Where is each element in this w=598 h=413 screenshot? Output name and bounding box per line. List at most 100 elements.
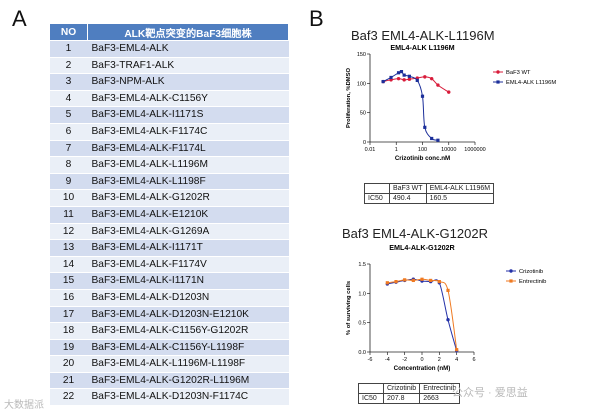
chart-title: EML4-ALK-G1202R [389,243,455,252]
chart1-heading: Baf3 EML4-ALK-L1196M [351,28,495,43]
table-cell-no: 9 [49,172,88,191]
table-cell-no: 17 [49,305,88,324]
x-tick-label: -6 [368,357,373,363]
table-cell-no: 3 [49,73,88,91]
legend-marker [509,279,513,283]
data-point-square [446,288,450,292]
table-cell-name: BaF3-EML4-ALK-G1202R-L1196M [87,371,289,390]
table-cell-no: 14 [49,255,88,274]
data-point-square [423,125,427,129]
table-cell-no: 10 [49,189,88,207]
table-cell-name: BaF3-EML4-ALK-F1174C [87,122,289,141]
table-row: 18 BaF3-EML4-ALK-C1156Y-G1202R [49,322,289,340]
y-tick-label: 0 [363,140,366,146]
chart1-ic50-value-1: 490.4 [389,193,427,204]
x-axis-label: Crizotinib conc.nM [395,155,450,162]
data-point-square [407,74,411,78]
table-cell-no: 13 [49,239,88,257]
table-row: 9 BaF3-EML4-ALK-L1198F [49,172,289,191]
table-cell-name: BaF3-EML4-ALK-C1156Y [87,89,289,108]
data-point-circle [447,90,451,94]
data-point-square [402,73,406,77]
table-cell-name: BaF3-EML4-ALK-I1171S [87,106,289,124]
data-point-square [411,278,415,283]
table-row: 2 BaF3-TRAF1-ALK [49,56,289,75]
table-cell-name: BaF3-EML4-ALK-C1156Y-L1198F [87,338,289,357]
table-row: 15 BaF3-EML4-ALK-I1171N [49,272,289,290]
chart1-ic50-col-1: BaF3 WT [389,183,427,194]
table-cell-no: 20 [49,355,88,373]
y-tick-label: 0.0 [358,350,366,356]
legend-label: BaF3 WT [506,70,531,76]
legend-label: EML4-ALK L1196M [506,80,556,86]
table-cell-name: BaF3-EML4-ALK [87,40,289,58]
table-cell-no: 11 [49,205,88,224]
chart1-ic50-value-2: 160.5 [425,193,495,204]
table-cell-name: BaF3-EML4-ALK-F1174V [87,255,289,274]
series-line-0 [387,278,458,351]
legend-label: Crizotinib [519,269,543,275]
series-line-1 [382,70,439,141]
x-tick-label: 1 [395,147,398,153]
table-cell-no: 22 [49,388,88,407]
legend-marker [496,80,500,84]
table-cell-name: BaF3-EML4-ALK-D1203N-E1210K [87,305,289,324]
table-row: 1 BaF3-EML4-ALK [49,40,289,58]
data-point-circle [402,78,406,82]
table-row: 4 BaF3-EML4-ALK-C1156Y [49,89,289,108]
legend-marker [509,269,513,273]
data-point-square [430,136,434,141]
y-axis-label: Proliferation, %DMSO [346,68,352,128]
table-cell-name: BaF3-EML4-ALK-L1198F [87,172,289,191]
watermark-left: 大数据派 [4,400,44,411]
table-row: 21 BaF3-EML4-ALK-G1202R-L1196M [49,371,289,390]
x-tick-label: 0 [420,357,423,363]
table-row: 6 BaF3-EML4-ALK-F1174C [49,122,289,141]
data-point-square [420,277,424,281]
panel-label-b: B [309,6,324,31]
table-header-name: ALK靶点突变的BaF3细胞株 [87,23,289,41]
data-point-circle [407,77,412,81]
table-cell-no: 19 [49,338,88,357]
chart1-plot: EML4-ALK L1196M 0 50 100 150 0.01 1 100 10000 100… [346,43,556,162]
table-cell-no: 8 [49,156,88,174]
x-tick-label: 0.01 [365,147,376,153]
data-point-square [403,278,407,282]
panel-label-a: A [12,6,27,31]
legend-marker [496,70,500,74]
x-tick-label: 6 [472,357,475,363]
chart2-ic50-corner [358,383,384,394]
table-row: 10 BaF3-EML4-ALK-G1202R [49,189,289,207]
data-point-square [437,280,441,284]
chart1-ic50-header-row: BaF3 WT EML4-ALK L1196M [364,183,495,194]
x-tick-label: 1000000 [464,147,485,153]
table-cell-name: BaF3-EML4-ALK-L1196M [87,156,289,174]
table-cell-no: 16 [49,288,88,307]
table-cell-no: 6 [49,122,88,141]
x-tick-label: 2 [438,357,441,363]
chart2-ic50-col-1: Crizotinib [382,383,421,394]
legend-label: Entrectinib [519,279,546,285]
chart2-ic50-row-label: IC50 [358,393,384,404]
table-row: 17 BaF3-EML4-ALK-D1203N-E1210K [49,305,289,324]
x-tick-label: -4 [385,357,390,363]
chart-title: EML4-ALK L1196M [390,43,454,52]
x-tick-label: 4 [455,357,458,363]
data-point-square [381,79,385,84]
data-point-square [385,281,389,285]
table-row: 16 BaF3-EML4-ALK-D1203N [49,288,289,307]
table-body: 1 BaF3-EML4-ALK 2 BaF3-TRAF1-ALK 3 BaF3-NPM-A… [49,40,289,407]
y-tick-label: 0.5 [358,321,366,327]
data-point-circle [429,76,434,81]
chart2-heading: Baf3 EML4-ALK-G1202R [342,226,488,241]
table-row: 7 BaF3-EML4-ALK-F1174L [49,139,289,158]
table-cell-name: BaF3-EML4-ALK-C1156Y-G1202R [87,322,289,340]
table-row: 8 BaF3-EML4-ALK-L1196M [49,156,289,174]
chart1-ic50-corner [364,183,390,194]
y-tick-label: 100 [357,81,366,87]
table-cell-name: BaF3-TRAF1-ALK [87,56,289,75]
y-axis-label: % of surviving cells [346,281,352,335]
table-row: 11 BaF3-EML4-ALK-E1210K [49,205,289,224]
table-cell-no: 21 [49,371,88,390]
table-cell-name: BaF3-EML4-ALK-L1196M-L1198F [87,355,289,373]
